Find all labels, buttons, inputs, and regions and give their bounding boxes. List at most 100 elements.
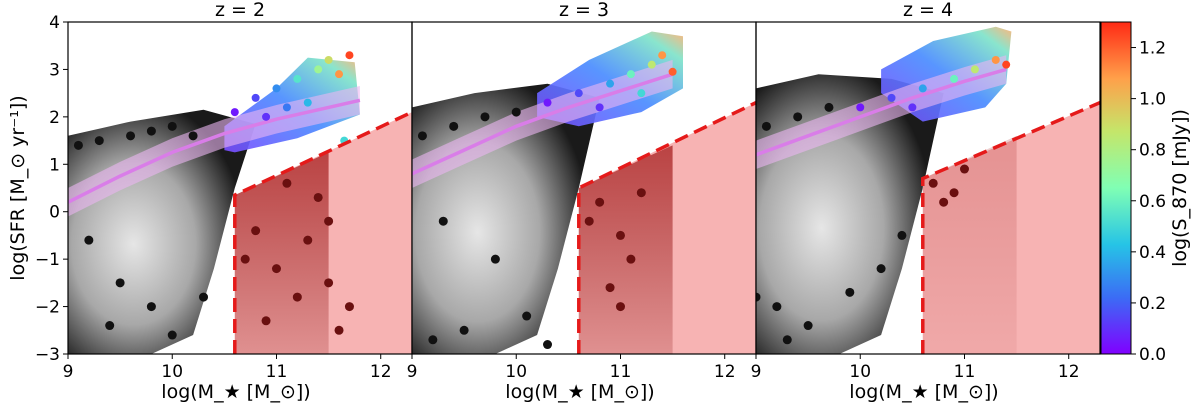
smg-point	[262, 112, 271, 121]
y-tick-label: 0	[49, 203, 60, 223]
y-tick-label: −3	[35, 345, 60, 365]
smg-point	[335, 70, 344, 79]
smg-point	[314, 65, 323, 74]
main-sequence-band	[756, 55, 1007, 170]
density-point	[146, 126, 156, 136]
smg-point	[595, 103, 604, 112]
smg-point	[303, 98, 312, 107]
smg-point	[574, 89, 583, 98]
quenched-point	[344, 302, 354, 312]
smg-point	[543, 98, 552, 107]
quenched-point	[928, 178, 938, 188]
density-point	[438, 216, 448, 226]
x-tick-label: 11	[266, 362, 288, 382]
quenched-point	[303, 235, 313, 245]
density-point	[490, 254, 500, 264]
density-point	[897, 230, 907, 240]
density-point	[126, 131, 136, 141]
colorbar: 0.0 0.2 0.4 0.6 0.8 1.0 1.2 log(S_870 [mJy])	[1100, 21, 1191, 365]
main-sequence-band	[412, 59, 673, 189]
density-point	[167, 330, 177, 340]
x-tick-label: 12	[1058, 362, 1080, 382]
colorbar-tick-label: 0.2	[1139, 294, 1166, 314]
smg-point	[606, 79, 615, 88]
density-point	[803, 321, 813, 331]
y-tick-label: 2	[49, 108, 60, 128]
panel-title: z = 4	[903, 0, 953, 21]
density-point	[105, 321, 115, 331]
colorbar-gradient	[1100, 21, 1132, 355]
quenched-point	[324, 216, 334, 226]
quenched-shading	[922, 135, 1017, 354]
x-tick-label: 12	[714, 362, 736, 382]
density-point	[782, 335, 792, 345]
x-tick-label: 9	[63, 362, 74, 382]
density-point	[449, 121, 459, 131]
colorbar-tick-label: 1.2	[1139, 39, 1166, 59]
density-point	[793, 112, 803, 122]
density-point	[459, 325, 469, 335]
quenched-point	[240, 254, 250, 264]
x-tick-label: 12	[370, 362, 392, 382]
quenched-point	[595, 197, 605, 207]
x-axis-label: log(M_★ [M_⊙])	[505, 381, 654, 403]
quenched-point	[636, 188, 646, 198]
smg-point	[293, 74, 302, 83]
quenched-point	[324, 278, 334, 288]
density-point	[146, 302, 156, 312]
quenched-point	[626, 254, 636, 264]
quenched-boundary	[921, 101, 1100, 354]
quenched-boundary	[577, 101, 756, 354]
x-axis-label: log(M_★ [M_⊙])	[161, 381, 310, 403]
density-point	[199, 292, 209, 302]
y-axis-label: log(SFR [M_⊙ yr⁻¹])	[7, 95, 29, 280]
smg-point	[282, 103, 291, 112]
density-point	[115, 278, 125, 288]
main-sequence-line	[68, 98, 361, 204]
x-tick-label: 11	[954, 362, 976, 382]
x-tick-label: 10	[505, 362, 527, 382]
y-tick-label: 3	[49, 60, 60, 80]
x-tick-label: 10	[849, 362, 871, 382]
quenched-boundary	[233, 110, 412, 354]
smg-point	[272, 84, 281, 93]
quenched-point	[939, 197, 949, 207]
colorbar-label: log(S_870 [mJy])	[1169, 109, 1191, 267]
smg-point	[970, 65, 979, 74]
density-point	[756, 292, 761, 302]
colorbar-tick-label: 0.0	[1139, 345, 1166, 365]
panel-3: z = 4 9 10 11 12 log(M_★ [M_⊙])	[751, 0, 1101, 403]
quenched-point	[615, 302, 625, 312]
quenched-point	[615, 230, 625, 240]
x-tick-label: 9	[751, 362, 762, 382]
smg-point	[230, 108, 239, 117]
quenched-point	[584, 216, 594, 226]
x-axis-label: log(M_★ [M_⊙])	[849, 381, 998, 403]
x-tick-label: 11	[610, 362, 632, 382]
smg-point	[647, 60, 656, 69]
smg-point	[918, 84, 927, 93]
smg-point	[668, 67, 677, 76]
density-point	[761, 121, 771, 131]
density-point	[543, 340, 553, 350]
x-tick-label: 10	[161, 362, 183, 382]
smg-point	[324, 55, 333, 64]
density-point	[824, 102, 834, 112]
quenched-point	[949, 188, 959, 198]
smg-point	[637, 89, 646, 98]
y-tick-label: −1	[35, 250, 60, 270]
quenched-shading	[578, 145, 673, 354]
quenched-point	[251, 226, 261, 236]
density-point	[480, 112, 490, 122]
y-tick-label: 4	[49, 13, 60, 33]
density-point	[511, 107, 521, 117]
panel-frame	[755, 21, 1101, 355]
main-sequence-line	[412, 72, 674, 176]
smg-point	[1002, 60, 1011, 69]
density-point	[417, 131, 427, 141]
panel-2: z = 3 9 10 11 12 log(M_★ [M_⊙])	[407, 0, 757, 403]
colorbar-tick-label: 1.0	[1139, 90, 1166, 110]
y-axis-label-text: log(SFR [M_⊙ yr⁻¹])	[7, 95, 29, 280]
panel-title: z = 3	[559, 0, 609, 21]
